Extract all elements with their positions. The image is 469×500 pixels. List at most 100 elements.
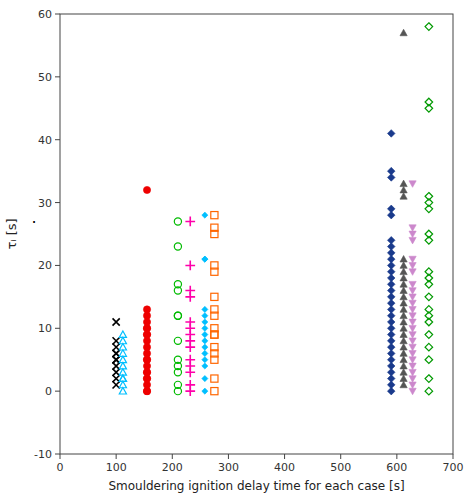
x-tick [340,454,341,459]
x-tick [284,454,285,459]
point [211,356,218,363]
point [211,331,218,338]
series [113,318,120,388]
point [425,105,433,113]
y-tick [55,76,60,77]
x-tick [172,454,173,459]
point [409,388,416,394]
point [113,344,120,351]
point [409,325,416,331]
x-tick [228,454,229,459]
point [400,274,407,280]
point [202,338,208,344]
point [113,356,120,363]
point [143,388,150,395]
point [202,256,208,262]
point [174,243,181,250]
x-tick-label: 300 [218,461,239,474]
y-tick-label: 20 [38,259,52,272]
x-tick-label: 400 [274,461,295,474]
point [409,363,416,369]
point [400,306,407,312]
point [400,337,407,343]
point [425,237,433,245]
point [211,312,218,319]
point [400,193,407,199]
x-tick-label: 700 [443,461,464,474]
point [119,388,126,394]
point [425,331,433,339]
points [113,23,433,396]
point [174,312,181,319]
point [409,351,416,357]
y-tick [55,454,60,455]
series [409,181,416,395]
point [400,180,407,186]
point [409,288,416,294]
point [387,174,395,182]
y-tick [55,139,60,140]
point [174,218,181,225]
point [400,344,407,350]
point [113,337,120,344]
point [409,344,416,350]
point [400,293,407,299]
point [425,205,433,213]
x-tick [396,454,397,459]
point [400,381,407,387]
point [409,263,416,269]
point [400,186,407,192]
y-tick [55,391,60,392]
point [409,281,416,287]
point [185,342,195,352]
point [425,281,433,289]
point [202,357,208,363]
point [400,362,407,368]
y-tick-label: 40 [38,134,52,147]
point [211,212,218,219]
y-tick [55,328,60,329]
y-axis-label: τᵢ [s] [4,218,19,249]
point [400,350,407,356]
x-tick [60,454,61,459]
point [409,313,416,319]
x-axis-label: Smouldering ignition delay time for each… [108,479,404,493]
point [113,350,120,357]
point [202,325,208,331]
x-tick-label: 200 [162,461,183,474]
point [113,362,120,369]
point [202,350,208,356]
x-tick-label: 500 [330,461,351,474]
point [211,293,218,300]
point [113,381,120,388]
point [409,231,416,237]
axes: 0100200300400500600700-100102030405060 [34,8,463,474]
point [202,332,208,338]
point [113,369,120,376]
point [425,387,433,395]
point [400,287,407,293]
y-tick-label: -10 [34,448,52,461]
plot-frame [60,14,453,454]
point [185,261,195,271]
point [174,369,181,376]
point [202,256,208,262]
point [400,331,407,337]
y-tick [55,202,60,203]
point [409,294,416,300]
point [409,225,416,231]
point [409,256,416,262]
point [202,212,208,218]
point [174,287,181,294]
point [387,387,395,395]
x-tick-label: 0 [57,461,64,474]
point [174,388,181,395]
y-tick [55,265,60,266]
point [400,356,407,362]
point [425,375,433,383]
point [400,325,407,331]
point [202,376,208,382]
series [425,23,433,395]
point [174,337,181,344]
x-tick-label: 100 [106,461,127,474]
